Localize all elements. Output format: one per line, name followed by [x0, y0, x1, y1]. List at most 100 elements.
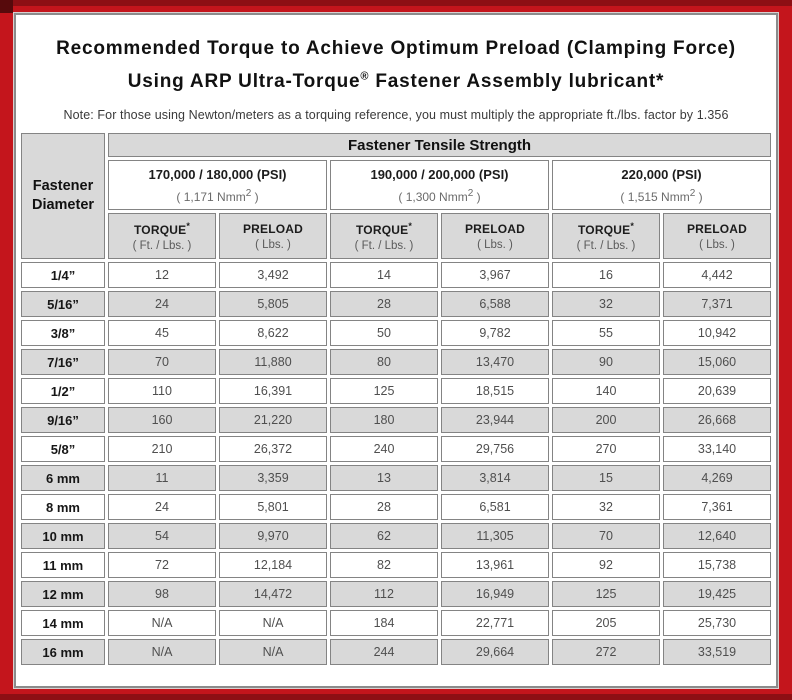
torque-value-cell: N/A — [108, 639, 216, 666]
preload-value-cell: 12,184 — [219, 552, 327, 579]
torque-value-cell: 125 — [552, 581, 660, 608]
preload-value-cell: 12,640 — [663, 523, 771, 550]
nmm-subtitle: ( 1,171 Nmm2 ) — [176, 187, 259, 204]
torque-value-cell: 112 — [330, 581, 438, 608]
preload-value-cell: 5,801 — [219, 494, 327, 521]
preload-value-cell: 22,771 — [441, 610, 549, 637]
torque-value-cell: 200 — [552, 407, 660, 434]
nmm-subtitle: ( 1,300 Nmm2 ) — [398, 187, 481, 204]
preload-value-cell: 4,269 — [663, 465, 771, 492]
preload-value-cell: 10,942 — [663, 320, 771, 347]
preload-value-cell: 9,782 — [441, 320, 549, 347]
torque-value-cell: 70 — [552, 523, 660, 550]
preload-value-cell: N/A — [219, 610, 327, 637]
preload-value-cell: 20,639 — [663, 378, 771, 405]
row-label: 10 mm — [21, 523, 105, 550]
torque-table: Fastener Diameter Fastener Tensile Stren… — [18, 130, 774, 668]
torque-value-cell: 180 — [330, 407, 438, 434]
table-row: 1/2” 110 16,391 125 18,515 140 20,639 — [21, 378, 771, 405]
row-label: 1/2” — [21, 378, 105, 405]
torque-label: TORQUE* — [355, 220, 413, 237]
torque-value-cell: 62 — [330, 523, 438, 550]
torque-value-cell: 72 — [108, 552, 216, 579]
preload-unit: ( Lbs. ) — [699, 238, 735, 251]
preload-value-cell: 23,944 — [441, 407, 549, 434]
table-row: 7/16” 70 11,880 80 13,470 90 15,060 — [21, 349, 771, 376]
preload-value-cell: 29,756 — [441, 436, 549, 463]
table-row: 9/16” 160 21,220 180 23,944 200 26,668 — [21, 407, 771, 434]
torque-value-cell: 210 — [108, 436, 216, 463]
preload-value-cell: 18,515 — [441, 378, 549, 405]
table-row: 5/8” 210 26,372 240 29,756 270 33,140 — [21, 436, 771, 463]
preload-value-cell: 3,359 — [219, 465, 327, 492]
preload-value-cell: 16,391 — [219, 378, 327, 405]
corner-header-cell: Fastener Diameter — [21, 133, 105, 260]
preload-value-cell: 7,371 — [663, 291, 771, 318]
row-label: 3/8” — [21, 320, 105, 347]
table-row: 6 mm 11 3,359 13 3,814 15 4,269 — [21, 465, 771, 492]
preload-unit: ( Lbs. ) — [477, 238, 513, 251]
torque-value-cell: 184 — [330, 610, 438, 637]
torque-value-cell: 13 — [330, 465, 438, 492]
torque-value-cell: 12 — [108, 262, 216, 289]
torque-unit: ( Ft. / Lbs. ) — [576, 239, 636, 252]
torque-value-cell: 16 — [552, 262, 660, 289]
registered-trademark-symbol: ® — [360, 71, 370, 83]
preload-value-cell: 9,970 — [219, 523, 327, 550]
row-label: 11 mm — [21, 552, 105, 579]
preload-value-cell: 6,581 — [441, 494, 549, 521]
torque-value-cell: 55 — [552, 320, 660, 347]
torque-value-cell: N/A — [108, 610, 216, 637]
preload-value-cell: 26,372 — [219, 436, 327, 463]
psi-header-170-180: 170,000 / 180,000 (PSI) ( 1,171 Nmm2 ) — [108, 160, 327, 211]
torque-value-cell: 14 — [330, 262, 438, 289]
title-line-1: Recommended Torque to Achieve Optimum Pr… — [56, 38, 736, 59]
torque-value-cell: 24 — [108, 291, 216, 318]
preload-value-cell: N/A — [219, 639, 327, 666]
torque-value-cell: 32 — [552, 494, 660, 521]
preload-header-cell: PRELOAD ( Lbs. ) — [219, 213, 327, 260]
row-label: 14 mm — [21, 610, 105, 637]
row-label: 7/16” — [21, 349, 105, 376]
torque-value-cell: 82 — [330, 552, 438, 579]
table-row: 11 mm 72 12,184 82 13,961 92 15,738 — [21, 552, 771, 579]
row-label: 6 mm — [21, 465, 105, 492]
preload-value-cell: 5,805 — [219, 291, 327, 318]
torque-value-cell: 90 — [552, 349, 660, 376]
torque-value-cell: 11 — [108, 465, 216, 492]
page-title: Recommended Torque to Achieve Optimum Pr… — [18, 35, 774, 96]
row-label: 16 mm — [21, 639, 105, 666]
preload-value-cell: 3,967 — [441, 262, 549, 289]
preload-value-cell: 4,442 — [663, 262, 771, 289]
preload-value-cell: 25,730 — [663, 610, 771, 637]
row-label: 8 mm — [21, 494, 105, 521]
torque-label: TORQUE* — [577, 220, 635, 237]
table-row: 1/4” 12 3,492 14 3,967 16 4,442 — [21, 262, 771, 289]
row-label: 1/4” — [21, 262, 105, 289]
psi-header-190-200: 190,000 / 200,000 (PSI) ( 1,300 Nmm2 ) — [330, 160, 549, 211]
psi-header-220: 220,000 (PSI) ( 1,515 Nmm2 ) — [552, 160, 771, 211]
preload-value-cell: 11,880 — [219, 349, 327, 376]
preload-value-cell: 21,220 — [219, 407, 327, 434]
preload-header-cell: PRELOAD ( Lbs. ) — [663, 213, 771, 260]
table-row: 10 mm 54 9,970 62 11,305 70 12,640 — [21, 523, 771, 550]
torque-value-cell: 28 — [330, 494, 438, 521]
torque-unit: ( Ft. / Lbs. ) — [132, 239, 192, 252]
table-row: 3/8” 45 8,622 50 9,782 55 10,942 — [21, 320, 771, 347]
torque-header-cell: TORQUE* ( Ft. / Lbs. ) — [108, 213, 216, 260]
preload-value-cell: 6,588 — [441, 291, 549, 318]
title-line-2: Using ARP Ultra-Torque® Fastener Assembl… — [127, 71, 665, 93]
preload-value-cell: 8,622 — [219, 320, 327, 347]
preload-label: PRELOAD — [464, 221, 526, 236]
preload-header-cell: PRELOAD ( Lbs. ) — [441, 213, 549, 260]
table-row: 8 mm 24 5,801 28 6,581 32 7,361 — [21, 494, 771, 521]
torque-value-cell: 240 — [330, 436, 438, 463]
torque-value-cell: 32 — [552, 291, 660, 318]
content-panel: Recommended Torque to Achieve Optimum Pr… — [13, 12, 779, 689]
top-edge-strip — [0, 0, 792, 6]
torque-value-cell: 24 — [108, 494, 216, 521]
torque-value-cell: 205 — [552, 610, 660, 637]
preload-unit: ( Lbs. ) — [255, 238, 291, 251]
torque-value-cell: 28 — [330, 291, 438, 318]
